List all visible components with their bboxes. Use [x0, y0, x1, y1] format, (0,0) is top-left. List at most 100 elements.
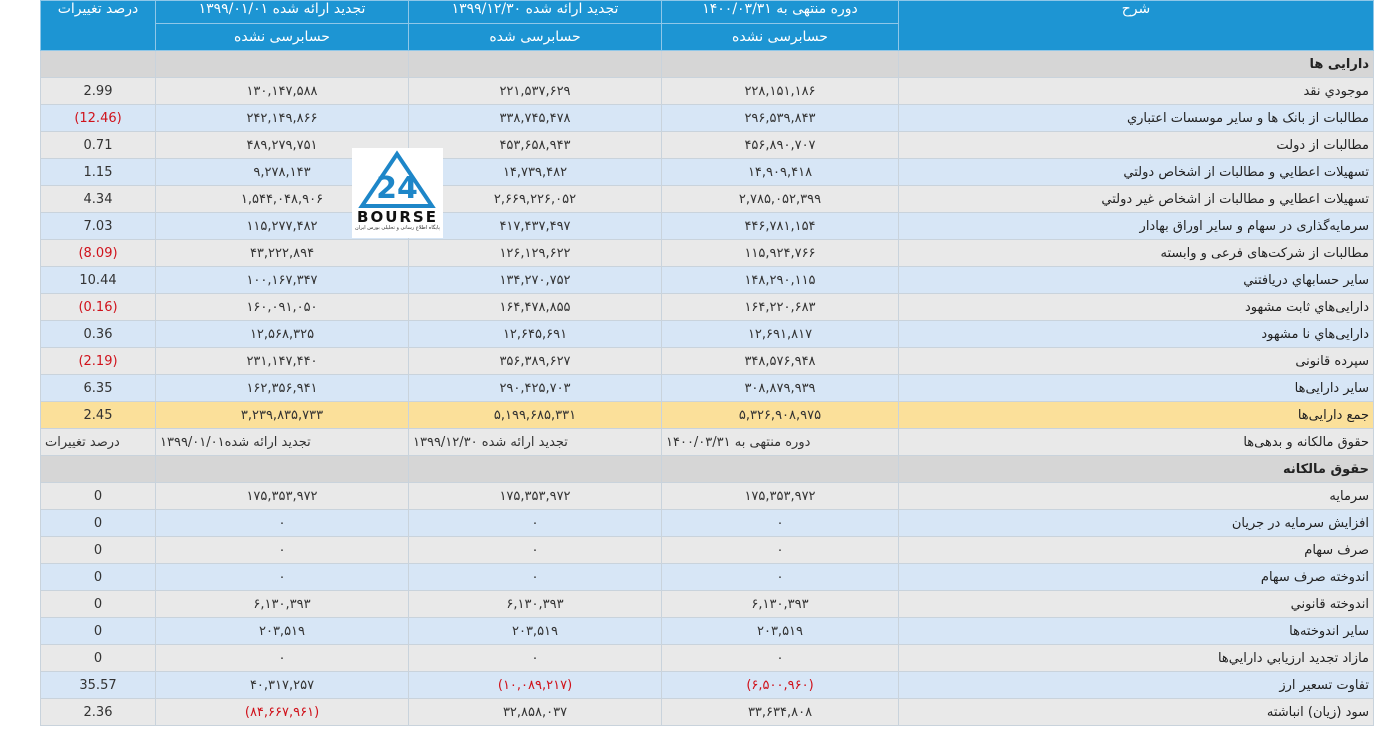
cell-c2: ۱۶۴,۴۷۸,۸۵۵ — [408, 293, 662, 321]
cell-c3: ۱۲,۵۶۸,۳۲۵ — [155, 320, 409, 348]
empty-cell — [155, 455, 409, 483]
cell-c2: ۰ — [408, 536, 662, 564]
section-title-equity: حقوق مالکانه — [898, 455, 1374, 483]
cell-change-percent: 0 — [40, 644, 156, 672]
row-label: دارايی‌هاي نا مشهود — [898, 320, 1374, 348]
row-label: ساير حسابهاي دريافتني — [898, 266, 1374, 294]
cell-change-percent: (12.46) — [40, 104, 156, 132]
row-label: جمع دارايی‌ها — [898, 401, 1374, 429]
cell-c1: ۱۴۸,۲۹۰,۱۱۵ — [661, 266, 899, 294]
asset-row: سرمايه‌گذاری در سهام و ساير اوراق بهادار… — [40, 212, 1374, 240]
cell-c1: ۰ — [661, 563, 899, 591]
cell-c3: ۱۳۰,۱۴۷,۵۸۸ — [155, 77, 409, 105]
cell-c2: ۶,۱۳۰,۳۹۳ — [408, 590, 662, 618]
section-row-assets: دارایی ها — [40, 50, 1374, 78]
row-label: مازاد تجديد ارزيابي دارايي‌ها — [898, 644, 1374, 672]
cell-change-percent: 4.34 — [40, 185, 156, 213]
cell-c2: ۳۳۸,۷۴۵,۴۷۸ — [408, 104, 662, 132]
column-header-period-1400: دوره منتهی به ۱۴۰۰/۰۳/۳۱ — [661, 0, 899, 24]
cell-c3: ۲۴۲,۱۴۹,۸۶۶ — [155, 104, 409, 132]
cell-c3: ۶,۱۳۰,۳۹۳ — [155, 590, 409, 618]
cell-change-percent: 0 — [40, 509, 156, 537]
cell-c2: ۰ — [408, 644, 662, 672]
cell-change-percent: 2.99 — [40, 77, 156, 105]
cell-c2: ۰ — [408, 509, 662, 537]
section-title-assets: دارایی ها — [898, 50, 1374, 78]
cell-c2: ۱۲,۶۴۵,۶۹۱ — [408, 320, 662, 348]
cell-c1: ۲,۷۸۵,۰۵۲,۳۹۹ — [661, 185, 899, 213]
asset-row: تسهيلات اعطايي و مطالبات از اشخاص غير دو… — [40, 185, 1374, 213]
row-label: دارايی‌هاي ثابت مشهود — [898, 293, 1374, 321]
cell-c3: ۱۶۲,۳۵۶,۹۴۱ — [155, 374, 409, 402]
bourse24-logo: 24 BOURSE پایگاه اطلاع رسانی و تحلیلی بو… — [352, 148, 443, 238]
cell-c3: (۸۴,۶۶۷,۹۶۱) — [155, 698, 409, 726]
cell-c3: ۲۰۳,۵۱۹ — [155, 617, 409, 645]
logo-tagline: پایگاه اطلاع رسانی و تحلیلی بورس ایران — [355, 225, 440, 231]
cell-change-percent: 0 — [40, 563, 156, 591]
row-label: تفاوت تسعير ارز — [898, 671, 1374, 699]
asset-row: موجودي نقد ۲۲۸,۱۵۱,۱۸۶ ۲۲۱,۵۳۷,۶۲۹ ۱۳۰,۱۴۷,… — [40, 77, 1374, 105]
cell-change-percent: (8.09) — [40, 239, 156, 267]
cell-c1: ۱۱۵,۹۲۴,۷۶۶ — [661, 239, 899, 267]
cell-c1: ۶,۱۳۰,۳۹۳ — [661, 590, 899, 618]
cell-c2: ۱۷۵,۳۵۳,۹۷۲ — [408, 482, 662, 510]
cell-c1: ۱۶۴,۲۲۰,۶۸۳ — [661, 293, 899, 321]
cell-c1: ۱۲,۶۹۱,۸۱۷ — [661, 320, 899, 348]
cell-change-percent: 10.44 — [40, 266, 156, 294]
equity-row: تفاوت تسعير ارز (۶,۵۰۰,۹۶۰) (۱۰,۰۸۹,۲۱۷) ۴۰… — [40, 671, 1374, 699]
row-label: موجودي نقد — [898, 77, 1374, 105]
equity-row: صرف سهام ۰ ۰ ۰ 0 — [40, 536, 1374, 564]
cell-c1: ۳۰۸,۸۷۹,۹۳۹ — [661, 374, 899, 402]
row-label: اندوخته قانوني — [898, 590, 1374, 618]
cell-c2: ۱۳۴,۲۷۰,۷۵۲ — [408, 266, 662, 294]
cell-c1: ۳۴۸,۵۷۶,۹۴۸ — [661, 347, 899, 375]
cell-c3: ۱۰۰,۱۶۷,۳۴۷ — [155, 266, 409, 294]
cell-c2: ۲,۶۶۹,۲۲۶,۰۵۲ — [408, 185, 662, 213]
cell-c3: ۱۷۵,۳۵۳,۹۷۲ — [155, 482, 409, 510]
cell-c3: ۲۳۱,۱۴۷,۴۴۰ — [155, 347, 409, 375]
cell-change-percent: (2.19) — [40, 347, 156, 375]
cell-change-percent: 1.15 — [40, 158, 156, 186]
cell-c1: دوره منتهی به ۱۴۰۰/۰۳/۳۱ — [661, 428, 899, 456]
cell-c3: ۴۸۹,۲۷۹,۷۵۱ — [155, 131, 409, 159]
section-row-equity: حقوق مالکانه — [40, 455, 1374, 483]
cell-c3: ۴۰,۳۱۷,۲۵۷ — [155, 671, 409, 699]
cell-c2: ۲۲۱,۵۳۷,۶۲۹ — [408, 77, 662, 105]
equity-row: ساير اندوخته‌ها ۲۰۳,۵۱۹ ۲۰۳,۵۱۹ ۲۰۳,۵۱۹ 0 — [40, 617, 1374, 645]
cell-change-percent: 0.71 — [40, 131, 156, 159]
cell-c2: ۴۵۳,۶۵۸,۹۴۳ — [408, 131, 662, 159]
equity-row: مازاد تجديد ارزيابي دارايي‌ها ۰ ۰ ۰ 0 — [40, 644, 1374, 672]
header-row-titles: شرح دوره منتهی به ۱۴۰۰/۰۳/۳۱ تجدید ارائه… — [40, 0, 1374, 51]
asset-row: دارايی‌هاي ثابت مشهود ۱۶۴,۲۲۰,۶۸۳ ۱۶۴,۴۷۸,… — [40, 293, 1374, 321]
asset-row: ساير حسابهاي دريافتني ۱۴۸,۲۹۰,۱۱۵ ۱۳۴,۲۷۰,… — [40, 266, 1374, 294]
equity-row: سود (زيان) انباشته ۳۳,۶۳۴,۸۰۸ ۳۲,۸۵۸,۰۳۷ (۸… — [40, 698, 1374, 726]
cell-c3: ۰ — [155, 509, 409, 537]
cell-c1: ۴۵۶,۸۹۰,۷۰۷ — [661, 131, 899, 159]
cell-change-percent: 6.35 — [40, 374, 156, 402]
cell-c2: ۴۱۷,۴۳۷,۴۹۷ — [408, 212, 662, 240]
row-label: اندوخته صرف سهام — [898, 563, 1374, 591]
cell-change-percent: 0 — [40, 617, 156, 645]
equity-row: سرمايه ۱۷۵,۳۵۳,۹۷۲ ۱۷۵,۳۵۳,۹۷۲ ۱۷۵,۳۵۳,۹۷۲ 0 — [40, 482, 1374, 510]
row-label: افزايش سرمايه در جريان — [898, 509, 1374, 537]
equity-row: اندوخته صرف سهام ۰ ۰ ۰ 0 — [40, 563, 1374, 591]
cell-c2: ۵,۱۹۹,۶۸۵,۳۳۱ — [408, 401, 662, 429]
cell-c1: ۰ — [661, 509, 899, 537]
column-header-label: شرح — [898, 0, 1374, 51]
row-label: مطالبات از شرکت‌های فرعی و وابسته — [898, 239, 1374, 267]
cell-c2: تجدید ارائه شده ۱۳۹۹/۱۲/۳۰ — [408, 428, 662, 456]
cell-change-percent: 35.57 — [40, 671, 156, 699]
cell-c2: (۱۰,۰۸۹,۲۱۷) — [408, 671, 662, 699]
cell-c3: ۴۳,۲۲۲,۸۹۴ — [155, 239, 409, 267]
row-label: مطالبات از دولت — [898, 131, 1374, 159]
cell-c3: ۰ — [155, 536, 409, 564]
cell-change-percent: (0.16) — [40, 293, 156, 321]
cell-change-percent: 0 — [40, 536, 156, 564]
asset-row: مطالبات از بانک ها و ساير موسسات اعتباري… — [40, 104, 1374, 132]
column-header-restated-13990101: تجدید ارائه شده ۱۳۹۹/۰۱/۰۱ — [155, 0, 409, 24]
liabilities-equity-header-row: حقوق مالکانه و بدهی‌ها دوره منتهی به ۱۴۰۰… — [40, 428, 1374, 456]
row-label: سپرده قانونی — [898, 347, 1374, 375]
equity-row: اندوخته قانوني ۶,۱۳۰,۳۹۳ ۶,۱۳۰,۳۹۳ ۶,۱۳۰,۳۹… — [40, 590, 1374, 618]
cell-change-percent: 0 — [40, 482, 156, 510]
balance-sheet-table: شرح دوره منتهی به ۱۴۰۰/۰۳/۳۱ تجدید ارائه… — [40, 0, 1374, 726]
